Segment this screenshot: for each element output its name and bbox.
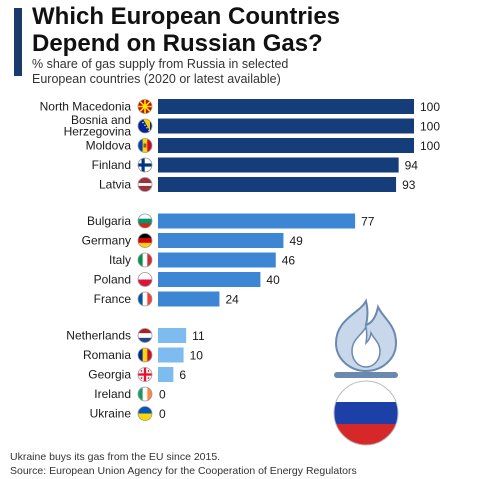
value-label-north-macedonia: 100 [420,100,440,114]
title-line-2: Depend on Russian Gas? [32,30,323,57]
category-label-france: France [94,292,132,306]
bar-poland [158,272,261,287]
georgia-flag-icon [137,367,153,382]
finland-flag-icon [137,157,153,173]
bar-row-germany: Germany 49 [82,233,303,248]
bar-moldova [158,138,414,153]
bar-row-latvia: Latvia 93 [99,177,416,192]
value-label-netherlands: 11 [192,329,205,343]
bar-bulgaria [158,213,356,229]
value-label-poland: 40 [266,273,280,287]
bar-row-bosnia-herzegovina: Bosnia and Herzegovina 100 [64,113,441,139]
category-label-north-macedonia: North Macedonia [40,100,132,114]
bar-north-macedonia [158,99,414,114]
value-label-france: 24 [225,293,239,307]
value-label-ukraine: 0 [159,407,166,421]
value-label-moldova: 100 [420,139,440,153]
bar-latvia [158,177,397,192]
category-label-poland: Poland [94,273,131,287]
value-label-italy: 46 [282,254,296,268]
value-label-ireland: 0 [159,388,166,402]
category-label-bosnia-herzegovina: Bosnia and Herzegovina [64,113,132,139]
italy-flag-icon [137,252,153,268]
romania-flag-icon [137,347,153,363]
bar-row-poland: Poland 40 [94,272,280,287]
bar-bosnia-herzegovina [158,118,414,134]
category-label-ukraine: Ukraine [90,407,132,421]
france-flag-icon [137,291,153,307]
category-label-bulgaria: Bulgaria [87,214,131,228]
bar-romania [158,347,184,363]
germany-flag-icon [137,233,153,248]
north-macedonia-flag-icon [137,99,153,114]
russian-flag-sphere-icon [334,381,398,445]
value-label-georgia: 6 [179,368,186,382]
subtitle-line-2: European countries (2020 or latest avail… [32,72,281,86]
value-label-bulgaria: 77 [361,215,375,229]
value-label-germany: 49 [289,234,303,248]
bar-row-finland: Finland 94 [92,157,419,173]
bar-row-italy: Italy 46 [109,252,296,268]
category-label-germany: Germany [82,234,131,248]
bar-row-moldova: Moldova 100 [86,138,440,153]
bar-georgia [158,367,174,382]
subtitle-line-1: % share of gas supply from Russia in sel… [32,57,289,71]
bosnia-herzegovina-flag-icon [137,118,153,134]
source-note: Source: European Union Agency for the Co… [10,465,357,477]
bar-row-ireland: Ireland 0 [94,386,166,402]
poland-flag-icon [137,272,153,287]
bar-row-ukraine: Ukraine 0 [90,406,166,421]
value-label-bosnia-herzegovina: 100 [420,120,440,134]
bar-row-netherlands: Netherlands 11 [66,328,205,343]
ireland-flag-icon [137,386,153,402]
category-label-italy: Italy [109,253,131,267]
category-label-ireland: Ireland [94,387,131,401]
category-label-latvia: Latvia [99,178,131,192]
page-title: Which European Countries Depend on Russi… [32,3,472,57]
bar-france [158,291,220,307]
title-line-1: Which European Countries [32,3,341,30]
value-label-latvia: 93 [402,178,416,192]
bar-netherlands [158,328,187,343]
bar-row-north-macedonia: North Macedonia 100 [40,99,440,114]
bar-finland [158,157,399,173]
category-label-finland: Finland [92,158,131,172]
gas-flame-russian-flag-icon [333,298,399,446]
bar-row-bulgaria: Bulgaria 77 [87,213,375,229]
bar-row-france: France 24 [94,291,239,307]
flame-inner-icon [351,324,381,368]
bar-row-georgia: Georgia 6 [88,367,186,382]
footnote: Ukraine buys its gas from the EU since 2… [10,451,221,463]
bar-italy [158,252,276,268]
bulgaria-flag-icon [137,213,153,229]
bar-germany [158,233,284,248]
category-label-netherlands: Netherlands [66,329,131,343]
latvia-flag-icon [137,177,153,192]
burner-ring-icon [334,372,398,378]
category-label-georgia: Georgia [88,368,131,382]
moldova-flag-icon [137,138,153,153]
netherlands-flag-icon [137,328,153,343]
bar-row-romania: Romania 10 [83,347,204,363]
subtitle: % share of gas supply from Russia in sel… [32,57,472,87]
category-label-moldova: Moldova [86,139,132,153]
value-label-finland: 94 [405,159,419,173]
value-label-romania: 10 [190,349,204,363]
ukraine-flag-icon [137,406,153,421]
category-label-romania: Romania [83,348,131,362]
title-accent-bar [14,8,22,76]
